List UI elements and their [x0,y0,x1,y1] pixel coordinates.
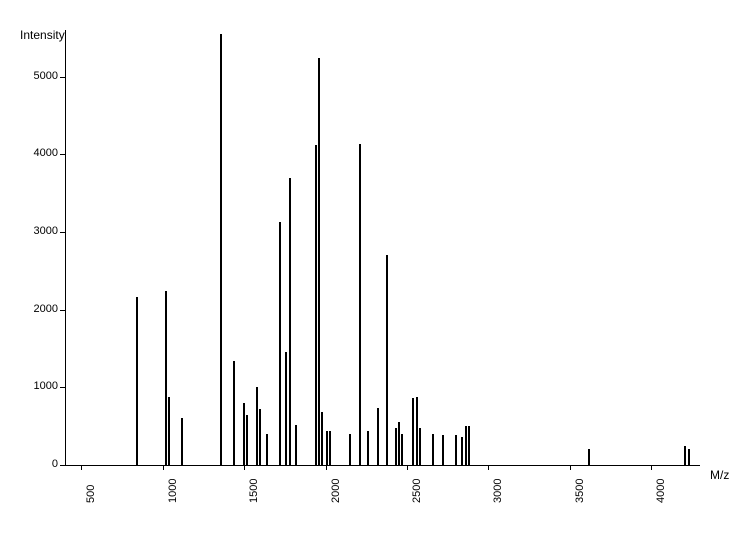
y-tick-label: 2000 [20,303,58,315]
peak-bar [256,387,258,465]
x-tick-label: 1500 [248,479,260,503]
peak-bar [318,58,320,465]
y-tick-label: 5000 [20,70,58,82]
y-tick [60,465,65,466]
peak-bar [386,255,388,465]
peak-bar [468,426,470,465]
x-tick [163,465,164,470]
y-tick [60,387,65,388]
y-tick [60,232,65,233]
y-tick-label: 3000 [20,225,58,237]
x-tick [326,465,327,470]
y-tick-label: 4000 [20,147,58,159]
peak-bar [136,297,138,465]
peak-bar [315,145,317,465]
peak-bar [165,291,167,465]
y-tick-label: 1000 [20,380,58,392]
peak-bar [285,352,287,465]
peak-bar [168,397,170,465]
x-tick-label: 500 [85,485,97,503]
peak-bar [329,431,331,465]
x-tick-label: 2000 [330,479,342,503]
x-tick [407,465,408,470]
peak-bar [461,437,463,465]
peak-bar [181,418,183,465]
y-tick [60,154,65,155]
peak-bar [243,403,245,465]
x-tick-label: 3000 [492,479,504,503]
x-tick-label: 4000 [655,479,667,503]
peak-bar [401,434,403,465]
y-tick [60,310,65,311]
peak-bar [688,449,690,465]
peak-bar [419,428,421,465]
peak-bar [295,425,297,465]
peak-bar [367,431,369,465]
peak-bar [279,222,281,465]
peak-bar [289,178,291,465]
x-tick-label: 2500 [411,479,423,503]
y-axis-label: Intensity [20,28,65,42]
x-tick-label: 3500 [574,479,586,503]
peak-bar [455,435,457,465]
x-tick [570,465,571,470]
peak-bar [588,449,590,465]
peak-bar [442,435,444,465]
peak-bar [432,434,434,465]
peak-bar [359,144,361,465]
y-tick [60,77,65,78]
peak-bar [465,426,467,465]
peak-bar [233,361,235,465]
mass-spectrum-chart: Intensity M/z 0 1000 2000 3000 4000 5000 500 1… [0,0,750,540]
peak-bar [259,409,261,465]
peak-bar [416,397,418,465]
peak-bar [220,34,222,465]
peak-bar [266,434,268,465]
peak-bar [398,422,400,466]
x-axis [65,465,700,466]
peak-bar [377,408,379,465]
peak-bar [412,398,414,465]
peak-bar [246,415,248,465]
peak-bar [395,428,397,465]
peak-bar [684,446,686,465]
y-tick-label: 0 [20,458,58,470]
x-tick [244,465,245,470]
x-tick [81,465,82,470]
peak-bar [349,434,351,465]
x-axis-label: M/z [710,468,729,482]
x-tick [488,465,489,470]
x-tick [651,465,652,470]
peak-bar [321,412,323,465]
x-tick-label: 1000 [167,479,179,503]
peak-bar [326,431,328,465]
y-axis [65,30,66,465]
